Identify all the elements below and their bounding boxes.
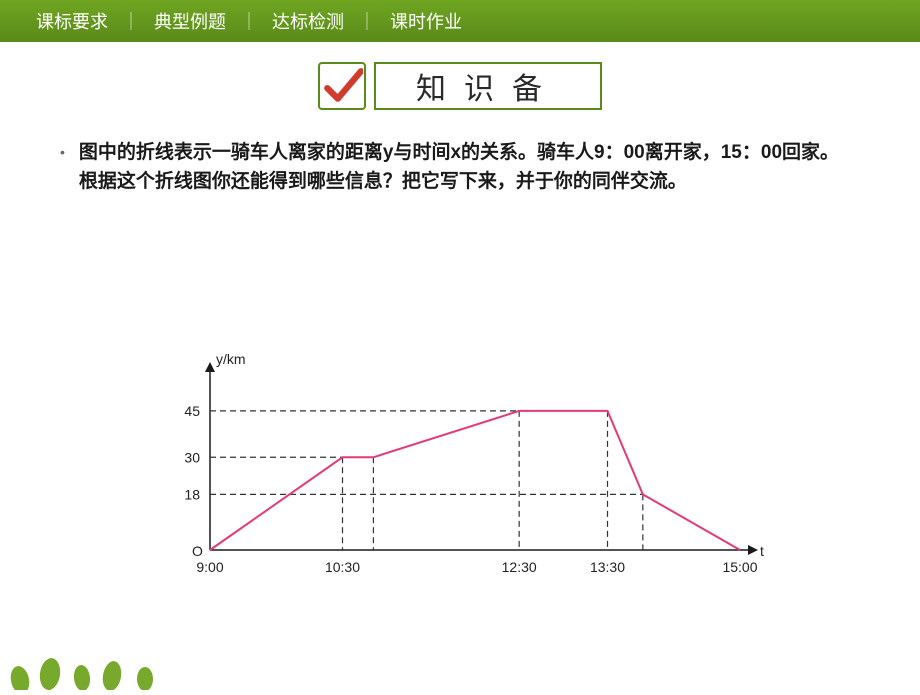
section-title: 知识备: [374, 62, 602, 110]
chart-svg: y/km t O 18 30 45 9:00 10:30 12:30 13:30 15:00: [120, 335, 800, 615]
svg-text:12:30: 12:30: [502, 559, 537, 575]
title-row: 知识备: [0, 62, 920, 110]
svg-text:y/km: y/km: [216, 351, 246, 367]
bullet-icon: •: [60, 144, 65, 160]
question-block: • 图中的折线表示一骑车人离家的距离y与时间x的关系。骑车人9：00离开家，15…: [60, 138, 850, 197]
svg-text:30: 30: [184, 449, 200, 465]
nav-separator: ｜: [234, 8, 264, 34]
svg-text:13:30: 13:30: [590, 559, 625, 575]
svg-text:t: t: [760, 543, 764, 559]
svg-text:O: O: [192, 543, 203, 559]
nav-tab-standard[interactable]: 课标要求: [28, 8, 116, 34]
question-text: 图中的折线表示一骑车人离家的距离y与时间x的关系。骑车人9：00离开家，15：0…: [79, 138, 850, 197]
nav-separator: ｜: [352, 8, 382, 34]
svg-text:15:00: 15:00: [722, 559, 757, 575]
svg-text:9:00: 9:00: [196, 559, 223, 575]
distance-time-chart: y/km t O 18 30 45 9:00 10:30 12:30 13:30 15:00: [120, 335, 800, 615]
nav-tab-homework[interactable]: 课时作业: [382, 8, 470, 34]
nav-tab-test[interactable]: 达标检测: [264, 8, 352, 34]
nav-tab-examples[interactable]: 典型例题: [146, 8, 234, 34]
nav-bar: 课标要求 ｜ 典型例题 ｜ 达标检测 ｜ 课时作业: [0, 0, 920, 42]
check-icon: [318, 62, 366, 110]
svg-text:18: 18: [184, 486, 200, 502]
nav-separator: ｜: [116, 8, 146, 34]
footer-plants-decor: [0, 630, 200, 690]
svg-text:45: 45: [184, 403, 200, 419]
svg-text:10:30: 10:30: [325, 559, 360, 575]
